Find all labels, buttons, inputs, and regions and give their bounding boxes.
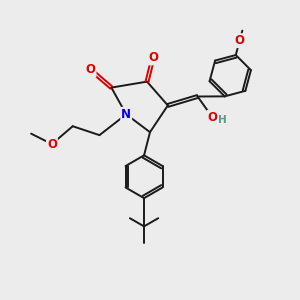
Text: O: O bbox=[207, 111, 218, 124]
Text: O: O bbox=[235, 34, 244, 47]
Text: O: O bbox=[148, 51, 158, 64]
Text: H: H bbox=[218, 115, 227, 125]
Text: O: O bbox=[47, 138, 57, 151]
Text: O: O bbox=[85, 63, 96, 76]
Text: N: N bbox=[121, 108, 131, 121]
